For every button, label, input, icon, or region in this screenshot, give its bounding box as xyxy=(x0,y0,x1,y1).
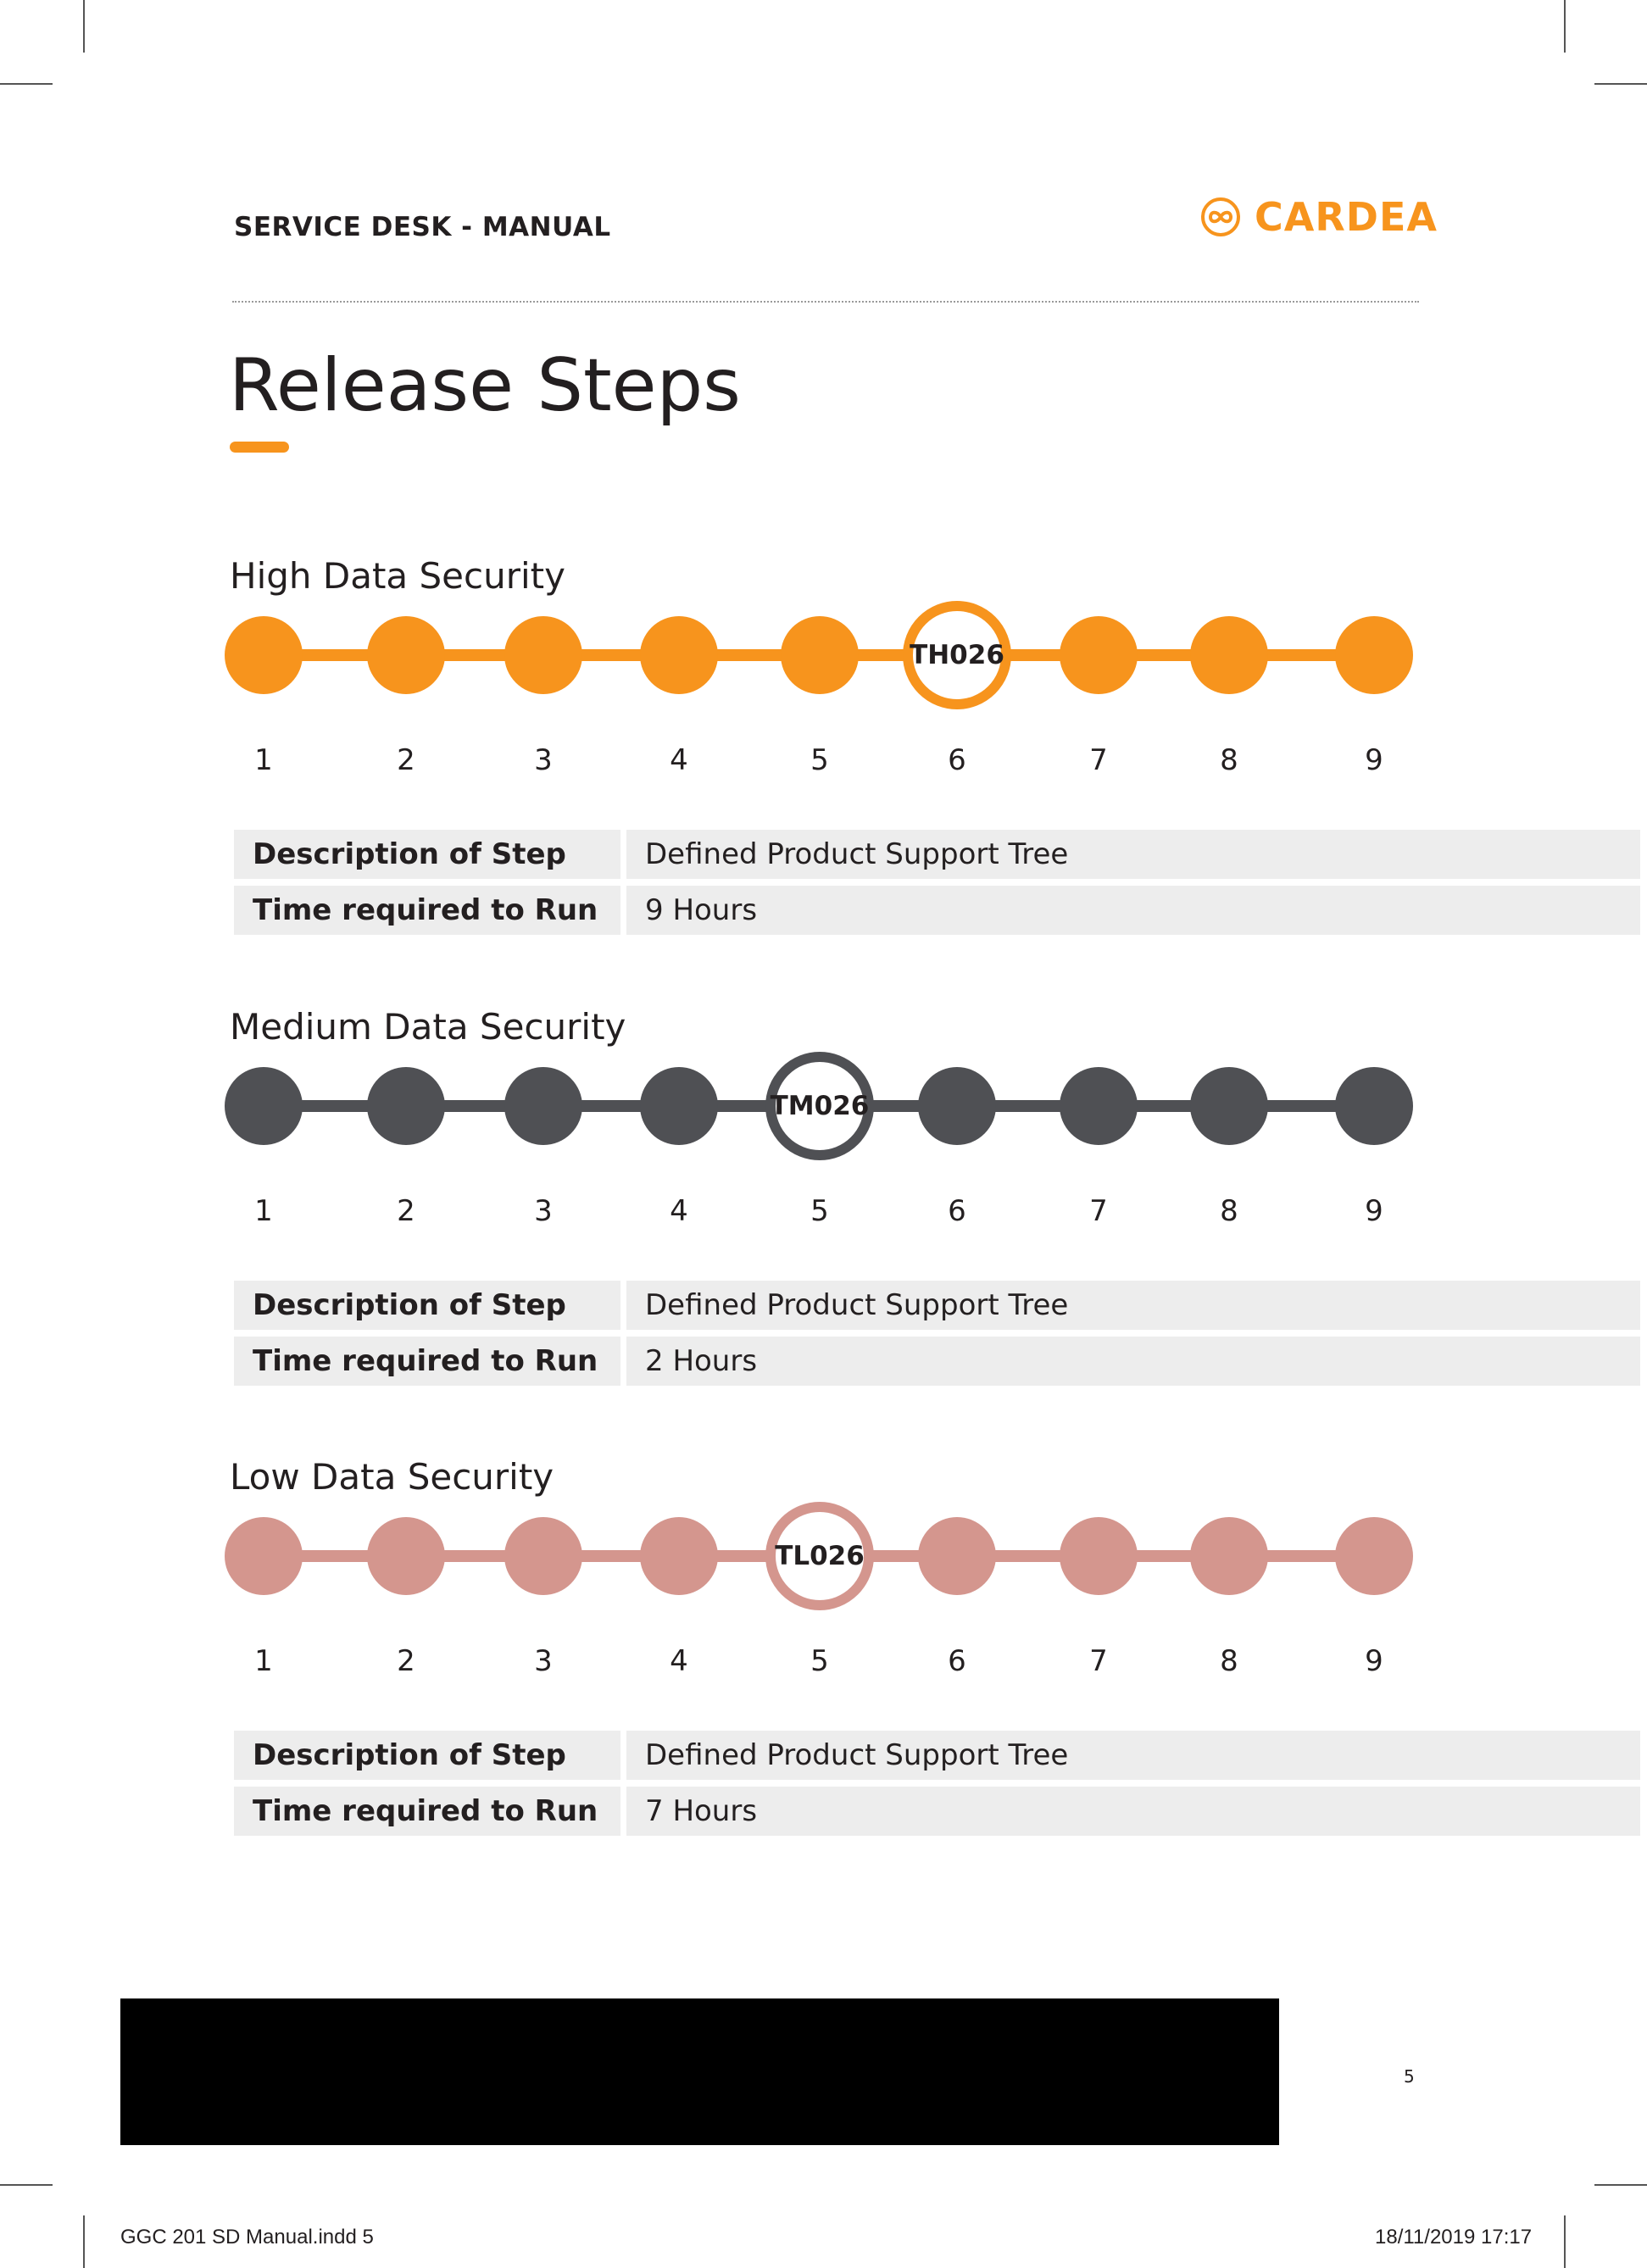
timeline-step-number: 7 xyxy=(1089,743,1108,777)
timeline-step-number: 1 xyxy=(254,1644,273,1678)
row-value: 2 Hours xyxy=(626,1337,1640,1386)
timeline-step-dot xyxy=(225,616,303,694)
footer-datetime: 18/11/2019 17:17 xyxy=(1375,2226,1533,2249)
crop-mark xyxy=(1594,2184,1647,2186)
timeline-step-dot xyxy=(1190,1517,1268,1595)
section-high-data-security: High Data Security 1 2 3 4 5 TH026 6 7 8 9 Descript… xyxy=(0,555,1647,996)
brand-logo: CARDEA xyxy=(1200,197,1438,237)
section-title: Low Data Security xyxy=(230,1456,554,1498)
crop-mark xyxy=(1564,0,1566,53)
timeline-step-dot xyxy=(1190,1067,1268,1145)
timeline-step-dot xyxy=(504,616,582,694)
timeline-step-dot xyxy=(1335,616,1413,694)
timeline-step-number: 5 xyxy=(810,1644,829,1678)
timeline-step-number: 9 xyxy=(1365,1194,1383,1228)
footer-black-block xyxy=(120,1998,1279,2145)
title-underline xyxy=(230,442,289,453)
current-step-label: TH026 xyxy=(910,640,1004,670)
section-low-data-security: Low Data Security 1 2 3 4 TL026 5 6 7 8 9 Descripti… xyxy=(0,1456,1647,1897)
crop-mark xyxy=(83,2215,85,2268)
header-divider xyxy=(232,301,1419,303)
timeline-step-dot xyxy=(1335,1067,1413,1145)
row-label: Time required to Run xyxy=(234,1787,620,1836)
timeline-step-number: 4 xyxy=(670,743,688,777)
timeline-step-number: 3 xyxy=(534,1644,553,1678)
timeline-step-dot xyxy=(504,1517,582,1595)
timeline-step-dot xyxy=(1060,1067,1138,1145)
timeline-step-number: 5 xyxy=(810,743,829,777)
timeline-step-dot xyxy=(1060,616,1138,694)
timeline-current-step: TM026 xyxy=(765,1052,874,1160)
crop-mark xyxy=(1594,83,1647,85)
crop-mark xyxy=(1564,2215,1566,2268)
timeline-step-number: 5 xyxy=(810,1194,829,1228)
timeline-step-dot xyxy=(1335,1517,1413,1595)
timeline-step-dot xyxy=(918,1067,996,1145)
timeline-step-dot xyxy=(504,1067,582,1145)
row-label: Description of Step xyxy=(234,1731,620,1780)
timeline-step-number: 8 xyxy=(1220,1644,1238,1678)
section-title: High Data Security xyxy=(230,555,565,597)
row-value: 9 Hours xyxy=(626,886,1640,935)
timeline-step-number: 2 xyxy=(397,1644,415,1678)
timeline-step-number: 7 xyxy=(1089,1194,1108,1228)
timeline-step-number: 8 xyxy=(1220,743,1238,777)
timeline-step-number: 6 xyxy=(948,1194,966,1228)
section-title: Medium Data Security xyxy=(230,1006,626,1048)
timeline-step-number: 4 xyxy=(670,1194,688,1228)
current-step-label: TM026 xyxy=(770,1091,870,1121)
crop-mark xyxy=(0,2184,53,2186)
timeline-step-number: 9 xyxy=(1365,1644,1383,1678)
crop-mark xyxy=(0,83,53,85)
timeline-step-number: 2 xyxy=(397,1194,415,1228)
timeline-step-number: 8 xyxy=(1220,1194,1238,1228)
timeline-step-dot xyxy=(1190,616,1268,694)
timeline-step-number: 3 xyxy=(534,1194,553,1228)
timeline-step-number: 9 xyxy=(1365,743,1383,777)
timeline-step-number: 1 xyxy=(254,1194,273,1228)
page-number: 5 xyxy=(1404,2066,1415,2087)
timeline-step-dot xyxy=(640,616,718,694)
timeline-step-dot xyxy=(367,1067,445,1145)
current-step-label: TL026 xyxy=(775,1541,865,1571)
timeline-step-dot xyxy=(640,1517,718,1595)
document-header-title: SERVICE DESK - MANUAL xyxy=(234,212,611,242)
timeline-step-number: 6 xyxy=(948,1644,966,1678)
timeline-current-step: TL026 xyxy=(765,1502,874,1610)
row-label: Description of Step xyxy=(234,830,620,879)
footer-file-name: GGC 201 SD Manual.indd 5 xyxy=(120,2226,374,2249)
timeline-step-number: 1 xyxy=(254,743,273,777)
section-medium-data-security: Medium Data Security 1 2 3 4 TM026 5 6 7 8 9 Descri… xyxy=(0,1006,1647,1447)
timeline-step-dot xyxy=(1060,1517,1138,1595)
row-value: Defined Product Support Tree xyxy=(626,830,1640,879)
timeline-step-number: 2 xyxy=(397,743,415,777)
timeline-step-dot xyxy=(225,1517,303,1595)
timeline-current-step: TH026 xyxy=(903,601,1011,709)
row-label: Description of Step xyxy=(234,1281,620,1330)
row-label: Time required to Run xyxy=(234,1337,620,1386)
row-value: 7 Hours xyxy=(626,1787,1640,1836)
row-value: Defined Product Support Tree xyxy=(626,1731,1640,1780)
timeline-step-dot xyxy=(781,616,859,694)
row-value: Defined Product Support Tree xyxy=(626,1281,1640,1330)
timeline-step-number: 3 xyxy=(534,743,553,777)
timeline-step-dot xyxy=(367,1517,445,1595)
timeline-step-dot xyxy=(918,1517,996,1595)
infinity-icon xyxy=(1201,197,1240,236)
timeline-step-dot xyxy=(225,1067,303,1145)
timeline-step-number: 7 xyxy=(1089,1644,1108,1678)
page-title: Release Steps xyxy=(229,343,741,428)
timeline-step-number: 6 xyxy=(948,743,966,777)
timeline-step-number: 4 xyxy=(670,1644,688,1678)
timeline-step-dot xyxy=(640,1067,718,1145)
logo-text: CARDEA xyxy=(1255,194,1438,240)
timeline-step-dot xyxy=(367,616,445,694)
crop-mark xyxy=(83,0,85,53)
row-label: Time required to Run xyxy=(234,886,620,935)
